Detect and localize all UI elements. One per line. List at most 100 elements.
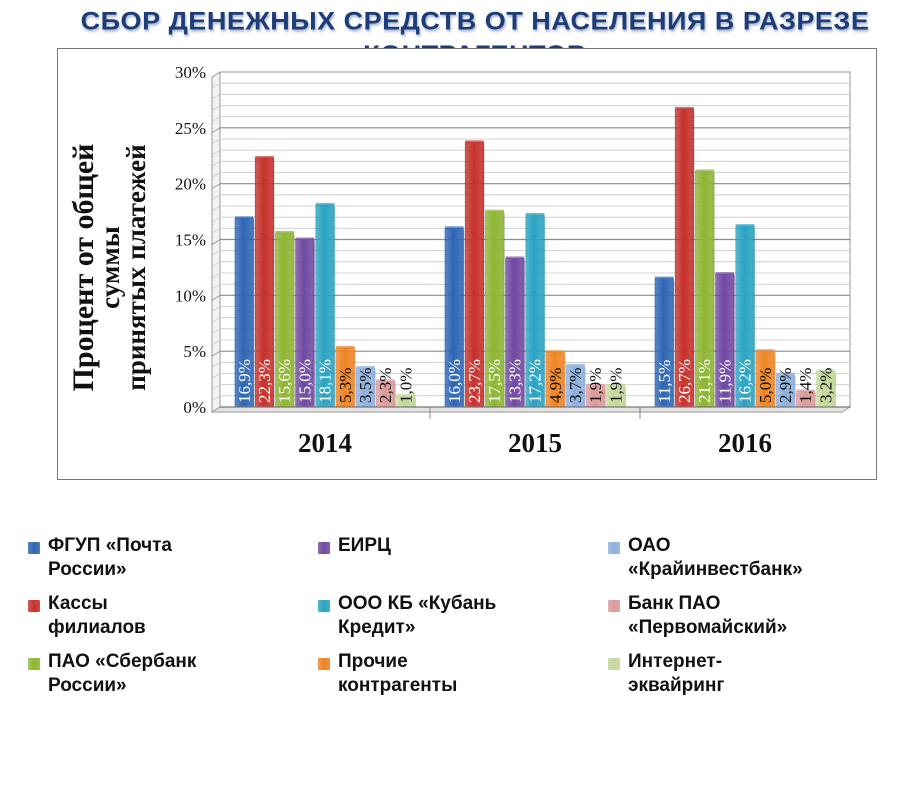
bar-top [376,379,395,382]
data-label: 16,0% [445,359,464,403]
bar-top [756,349,775,352]
data-label: 4,9% [546,368,565,403]
bar-top [505,256,525,259]
legend-label: ООО КБ «Кубань Кредит» [338,593,497,638]
data-label: 15,6% [275,359,294,403]
y-axis-title: Процент от общейсуммыпринятых платежей [67,144,151,392]
y-axis-title-line: суммы [95,226,125,309]
y-tick-label: 15% [175,231,206,250]
bar-top [485,209,504,213]
legend-swatch [608,658,620,670]
bar-top [655,276,674,280]
bar-top [315,202,335,206]
side-gridline [211,384,221,391]
x-category-label: 2014 [298,428,352,458]
data-label: 1,9% [586,368,605,403]
y-axis-title-line: Процент от общей [67,144,100,392]
bar-top [525,212,545,216]
legend-swatch [608,542,620,554]
legend-label: Интернет- эквайринг [628,651,725,696]
data-label: 5,0% [756,368,775,403]
side-gridline [211,194,221,201]
data-label: 21,1% [695,359,714,403]
y-tick-label: 30% [175,63,206,82]
side-gridline [211,227,221,234]
bar-top [255,155,274,159]
legend-label: ОАО «Крайинвестбанк» [628,535,803,580]
bar-top [275,230,294,234]
side-gridline [211,239,221,245]
legend-swatch [28,542,40,554]
data-label: 2,3% [376,368,395,403]
side-gridline [211,160,221,167]
data-label: 1,0% [396,368,415,403]
legend-item: Прочие контрагенты [318,650,608,708]
bar-top [356,365,375,369]
bar-top [715,272,735,275]
side-gridline [211,306,221,312]
y-tick-label: 25% [175,119,206,138]
data-label: 26,7% [675,359,694,403]
side-gridline [211,361,221,368]
data-label: 2,9% [776,368,795,403]
legend-label: ЕИРЦ [338,535,391,556]
y-tick-label: 0% [183,398,206,417]
bar-top [235,216,254,219]
bar-top [336,345,355,349]
side-gridline [211,172,221,178]
side-gridline [211,339,221,346]
side-gridline [211,105,221,111]
side-gridline [211,250,221,257]
side-gridline [211,395,221,402]
side-gridline [211,138,221,145]
side-gridline [211,149,221,156]
side-gridline [211,216,221,223]
legend-item: Банк ПАО «Первомайский» [608,592,878,650]
bar-top [465,140,484,143]
legend-item: Интернет- эквайринг [608,650,878,708]
legend-item: ОАО «Крайинвестбанк» [608,534,878,592]
side-gridline [211,261,221,268]
data-label: 13,3% [505,359,524,403]
data-label: 3,7% [566,368,585,403]
legend-swatch [608,600,620,612]
data-label: 3,5% [356,368,375,403]
data-label: 15,0% [295,359,314,403]
data-label: 11,5% [655,360,674,403]
side-gridline [211,350,221,357]
side-gridline [211,317,221,324]
bar-top [675,106,694,110]
data-label: 11,9% [715,360,734,403]
side-gridline [211,82,221,89]
side-gridline [211,294,221,301]
legend-label: Прочие контрагенты [338,651,458,696]
data-label: 16,2% [736,359,755,403]
x-category-label: 2016 [718,428,772,458]
plot-svg: 0% 5% 10% 15% 20% 25% 30% Процент от общейсуммы… [67,63,852,458]
legend-item: Кассы филиалов [28,592,318,650]
legend-swatch [318,542,330,554]
side-gridline [211,373,221,379]
side-gridline [211,272,221,279]
legend: ФГУП «Почта России» ЕИРЦ ОАО «Крайинвестба… [28,534,878,708]
data-label: 1,4% [796,368,815,403]
legend-swatch [28,658,40,670]
data-label: 1,9% [606,368,625,403]
bar-top [566,363,585,367]
x-category-label: 2015 [508,428,562,458]
legend-label: ПАО «Сбербанк России» [48,651,197,696]
legend-item: ООО КБ «Кубань Кредит» [318,592,608,650]
side-gridline [211,205,221,212]
bar-top [796,389,815,392]
bar-top [546,350,565,353]
data-label: 22,3% [255,359,274,403]
side-gridline [211,116,221,123]
legend-item: ЕИРЦ [318,534,608,592]
y-tick-label: 20% [175,175,206,194]
legend-label: ФГУП «Почта России» [48,535,173,580]
legend-item: ПАО «Сбербанк России» [28,650,318,708]
data-label: 18,1% [316,359,335,403]
legend-swatch [318,658,330,670]
y-axis-title-line: принятых платежей [121,144,151,390]
bar-top [735,224,755,227]
